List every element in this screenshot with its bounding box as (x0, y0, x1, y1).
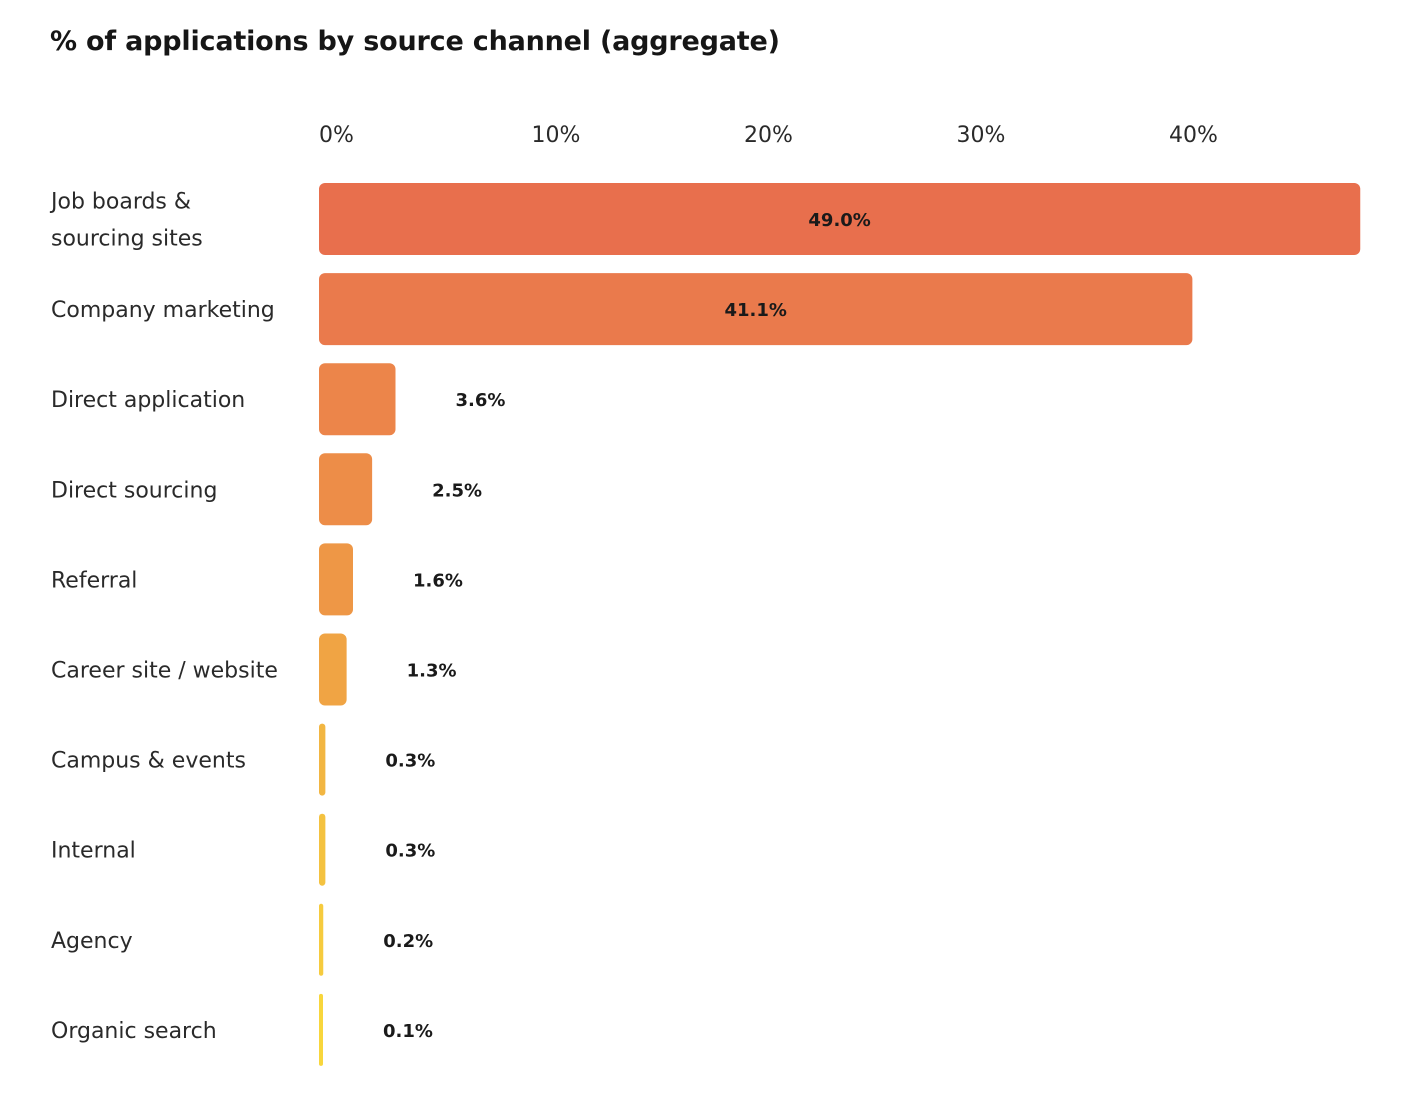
value-label: 1.6% (413, 570, 463, 591)
x-tick-label: 0% (319, 123, 354, 148)
category-labels: Job boards & sourcing sites Company market… (49, 190, 278, 1044)
bar (319, 633, 347, 706)
bar (319, 453, 373, 526)
value-label: 3.6% (456, 390, 506, 411)
bars (319, 183, 1361, 1066)
value-label: 0.3% (385, 751, 435, 772)
bar (319, 183, 1361, 255)
value-label: 0.1% (383, 1021, 433, 1042)
category-label: Referral (51, 568, 137, 593)
bar (319, 723, 326, 796)
category-label: Company marketing (51, 298, 275, 323)
bar (319, 543, 353, 616)
value-label: 49.0% (808, 210, 870, 231)
category-label: Direct sourcing (51, 478, 217, 503)
category-label: Campus & events (51, 749, 246, 774)
bar (319, 993, 323, 1066)
value-label: 2.5% (432, 480, 482, 501)
x-axis-ticks: 0% 10% 20% 30% 40% (319, 123, 1218, 148)
category-label: Internal (51, 839, 136, 864)
x-tick-label: 20% (744, 123, 793, 148)
bar (319, 813, 326, 886)
value-label: 0.3% (385, 841, 435, 862)
category-label: Agency (51, 929, 133, 954)
chart-title: % of applications by source channel (agg… (50, 26, 780, 57)
bar (319, 273, 1193, 346)
value-label: 1.3% (407, 661, 457, 682)
value-label: 41.1% (724, 300, 786, 321)
bar (319, 903, 324, 976)
x-tick-label: 30% (957, 123, 1006, 148)
category-label: Direct application (51, 388, 245, 413)
category-label: Organic search (51, 1019, 217, 1044)
x-tick-label: 40% (1169, 123, 1218, 148)
value-labels: 49.0% 41.1% 3.6% 2.5% 1.6% 1.3% 0.3% 0.3% 0.2% 0.… (383, 210, 871, 1042)
value-label: 0.2% (383, 931, 433, 952)
x-tick-label: 10% (532, 123, 581, 148)
bar (319, 363, 396, 436)
category-label: Career site / website (51, 659, 278, 684)
category-label: Job boards & sourcing sites (49, 190, 203, 252)
